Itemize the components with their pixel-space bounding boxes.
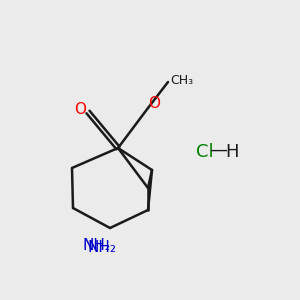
Text: NH: NH: [82, 238, 105, 253]
Text: NH₂: NH₂: [88, 241, 116, 256]
Text: O: O: [74, 103, 86, 118]
Text: Cl: Cl: [196, 143, 214, 161]
Text: —: —: [209, 141, 227, 159]
Text: H: H: [225, 143, 239, 161]
Text: CH₃: CH₃: [170, 74, 194, 86]
Text: ₂: ₂: [104, 239, 110, 253]
Text: O: O: [148, 97, 160, 112]
